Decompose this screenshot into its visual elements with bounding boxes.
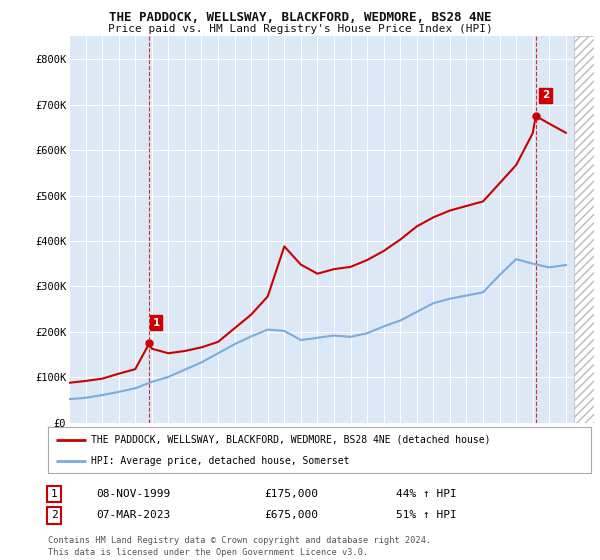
Text: 1: 1 xyxy=(50,489,58,499)
Text: Contains HM Land Registry data © Crown copyright and database right 2024.: Contains HM Land Registry data © Crown c… xyxy=(48,536,431,545)
Text: 44% ↑ HPI: 44% ↑ HPI xyxy=(396,489,457,499)
Text: THE PADDOCK, WELLSWAY, BLACKFORD, WEDMORE, BS28 4NE: THE PADDOCK, WELLSWAY, BLACKFORD, WEDMOR… xyxy=(109,11,491,24)
Text: 51% ↑ HPI: 51% ↑ HPI xyxy=(396,510,457,520)
Text: 2: 2 xyxy=(50,510,58,520)
Text: £675,000: £675,000 xyxy=(264,510,318,520)
Text: £175,000: £175,000 xyxy=(264,489,318,499)
Text: This data is licensed under the Open Government Licence v3.0.: This data is licensed under the Open Gov… xyxy=(48,548,368,557)
Text: 2: 2 xyxy=(542,91,549,100)
Text: THE PADDOCK, WELLSWAY, BLACKFORD, WEDMORE, BS28 4NE (detached house): THE PADDOCK, WELLSWAY, BLACKFORD, WEDMOR… xyxy=(91,435,491,445)
Text: Price paid vs. HM Land Registry's House Price Index (HPI): Price paid vs. HM Land Registry's House … xyxy=(107,24,493,34)
Text: HPI: Average price, detached house, Somerset: HPI: Average price, detached house, Some… xyxy=(91,456,350,466)
Text: 08-NOV-1999: 08-NOV-1999 xyxy=(96,489,170,499)
Text: 07-MAR-2023: 07-MAR-2023 xyxy=(96,510,170,520)
Text: 1: 1 xyxy=(152,318,160,328)
